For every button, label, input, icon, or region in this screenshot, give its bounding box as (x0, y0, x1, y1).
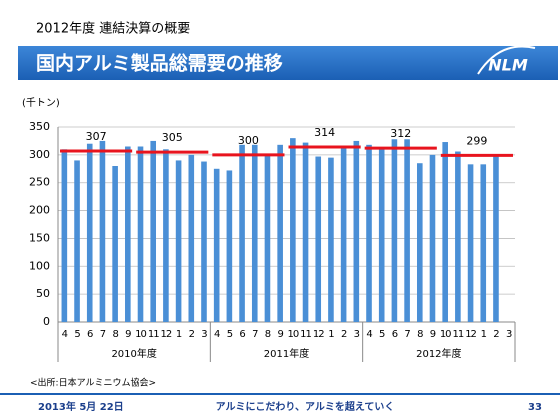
y-tick-label: 100 (29, 259, 50, 272)
x-tick-label: 7 (100, 329, 106, 340)
group-label: 2010年度 (111, 347, 156, 360)
bar (290, 138, 296, 322)
x-tick-label: 3 (201, 329, 207, 340)
bar (112, 166, 118, 322)
x-tick-label: 7 (252, 329, 258, 340)
x-tick-label: 2 (189, 329, 195, 340)
bar (125, 146, 131, 322)
y-axis-label: (千トン) (22, 97, 60, 109)
x-tick-label: 2 (341, 329, 347, 340)
bar (442, 142, 448, 322)
average-label: 299 (466, 134, 487, 147)
x-tick-label: 1 (481, 329, 487, 340)
bar (150, 140, 157, 322)
bar (74, 160, 80, 322)
x-tick-label: 11 (300, 329, 311, 340)
title-banner (18, 46, 558, 80)
bar (493, 156, 499, 322)
x-tick-label: 5 (74, 329, 80, 340)
bar (251, 144, 258, 322)
x-tick-label: 8 (417, 329, 423, 340)
bar (213, 168, 220, 322)
bar (328, 157, 334, 322)
x-tick-label: 5 (227, 329, 233, 340)
x-tick-label: 9 (430, 329, 436, 340)
x-tick-label: 6 (239, 329, 245, 340)
x-tick-label: 10 (287, 329, 298, 340)
x-tick-label: 3 (506, 329, 512, 340)
bar (188, 154, 195, 322)
x-tick-label: 3 (354, 329, 360, 340)
bar (378, 149, 385, 322)
bar (61, 149, 68, 322)
bar (467, 164, 474, 322)
group-label: 2011年度 (264, 347, 309, 360)
bar (175, 160, 182, 322)
y-tick-label: 300 (29, 148, 50, 161)
logo-swoosh (477, 45, 536, 75)
x-tick-label: 8 (112, 329, 118, 340)
x-tick-label: 6 (87, 329, 93, 340)
footer-date: 2013年 5月 22日 (38, 400, 124, 413)
source-note: <出所:日本アルミニウム協会> (30, 377, 156, 389)
bar (404, 139, 410, 322)
bar (315, 156, 322, 322)
footer-slogan: アルミにこだわり、アルミを超えていく (216, 400, 395, 413)
x-tick-label: 10 (135, 329, 146, 340)
y-tick-label: 50 (36, 287, 50, 300)
bar (480, 164, 487, 322)
x-tick-label: 6 (392, 329, 398, 340)
x-tick-label: 1 (328, 329, 334, 340)
average-label: 314 (314, 126, 335, 139)
bar (277, 144, 283, 322)
bar (201, 161, 207, 322)
x-tick-label: 12 (313, 329, 324, 340)
bar (302, 142, 309, 322)
slide-heading: 2012年度 連結決算の概要 (36, 21, 190, 37)
bar (429, 154, 436, 322)
bar (99, 140, 106, 322)
x-tick-label: 12 (465, 329, 476, 340)
bar (163, 149, 169, 322)
x-tick-label: 1 (176, 329, 182, 340)
bar (226, 170, 233, 322)
bar (137, 146, 144, 322)
bar (416, 163, 423, 322)
bar (264, 155, 271, 322)
bar (366, 144, 372, 322)
y-tick-label: 350 (29, 120, 50, 133)
x-tick-label: 4 (214, 329, 220, 340)
average-label: 305 (162, 131, 183, 144)
bar (353, 140, 360, 322)
bar (391, 139, 398, 322)
x-tick-label: 5 (379, 329, 385, 340)
group-label: 2012年度 (416, 347, 461, 360)
bar (340, 148, 347, 322)
x-tick-label: 2 (493, 329, 499, 340)
average-label: 312 (390, 127, 411, 140)
x-tick-label: 9 (277, 329, 283, 340)
bar (86, 143, 93, 322)
x-tick-label: 4 (366, 329, 372, 340)
x-tick-label: 11 (453, 329, 464, 340)
x-tick-label: 11 (148, 329, 159, 340)
bar (239, 144, 245, 322)
page-number: 33 (528, 402, 542, 413)
y-tick-label: 0 (43, 315, 50, 328)
logo: NLM (488, 56, 528, 75)
y-tick-label: 150 (29, 231, 50, 244)
x-tick-label: 4 (62, 329, 68, 340)
average-label: 307 (86, 130, 107, 143)
y-tick-label: 200 (29, 204, 50, 217)
x-tick-label: 12 (161, 329, 172, 340)
average-label: 300 (238, 134, 259, 147)
slide-title: 国内アルミ製品総需要の推移 (36, 52, 283, 75)
y-tick-label: 250 (29, 176, 50, 189)
x-tick-label: 10 (440, 329, 451, 340)
x-tick-label: 8 (265, 329, 271, 340)
x-tick-label: 9 (125, 329, 131, 340)
bar (455, 151, 461, 322)
x-tick-label: 7 (404, 329, 410, 340)
